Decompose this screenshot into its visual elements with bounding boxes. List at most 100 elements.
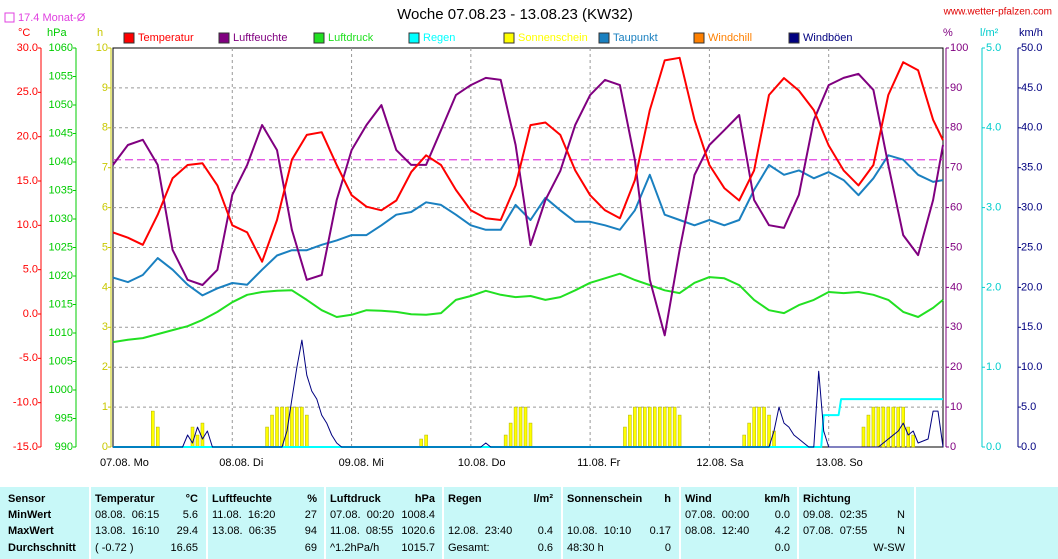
y-tick-label: 2 — [102, 361, 108, 373]
sunshine-bar — [742, 434, 746, 448]
table-cell: 0.0 — [775, 509, 790, 521]
legend-label: Regen — [423, 32, 455, 44]
table-cell: 48:30 h — [567, 542, 604, 554]
legend-label: Sonnenschein — [518, 32, 588, 44]
y-tick-label: 30.0 — [1021, 202, 1042, 214]
table-cell: Durchschnitt — [8, 542, 76, 554]
table-cell: Luftfeuchte — [212, 493, 272, 505]
y-tick-label: 80 — [950, 122, 962, 134]
axis-unit: % — [943, 27, 953, 39]
sunshine-bar — [896, 406, 901, 448]
table-cell: 07.08. 00:20 — [330, 509, 394, 521]
table-cell: 08.08. 12:40 — [685, 525, 749, 537]
y-tick-label: 1005 — [49, 355, 73, 367]
table-cell: Sonnenschein — [567, 493, 642, 505]
sunshine-bar — [151, 410, 155, 448]
sunshine-bar — [155, 426, 160, 448]
table-cell: 11.08. 16:20 — [212, 509, 275, 521]
table-cell: Luftdruck — [330, 493, 382, 505]
sunshine-bar — [876, 406, 881, 448]
legend-swatch — [313, 32, 325, 44]
table-cell: 07.08. 07:55 — [803, 525, 867, 537]
table-cell: 94 — [305, 525, 317, 537]
sunshine-bar — [648, 406, 652, 448]
x-tick-label: 07.08. Mo — [100, 457, 149, 469]
x-tick-label: 11.08. Fr — [577, 457, 621, 469]
y-tick-label: 6 — [102, 202, 108, 214]
sunshine-bar — [290, 406, 294, 448]
table-cell: 0.0 — [775, 542, 790, 554]
table-cell: 1020.6 — [401, 525, 435, 537]
sunshine-bar — [190, 426, 195, 448]
legend-label: Luftfeuchte — [233, 32, 287, 44]
sunshine-bar — [265, 426, 269, 448]
legend-swatch — [123, 32, 135, 44]
axis-unit: l/m² — [980, 27, 999, 39]
sunshine-bar — [891, 406, 896, 448]
y-tick-label: 1060 — [49, 42, 73, 54]
y-tick-label: 8 — [102, 122, 108, 134]
axis-unit: hPa — [47, 27, 67, 39]
y-tick-label: 25.0 — [17, 86, 38, 98]
y-tick-label: 50.0 — [1021, 42, 1042, 54]
table-cell: Temperatur — [95, 493, 155, 505]
sunshine-bar — [657, 406, 662, 448]
y-tick-label: 1015 — [49, 298, 73, 310]
y-tick-label: 40 — [950, 281, 962, 293]
y-tick-label: 20 — [950, 361, 962, 373]
y-tick-label: 4 — [102, 281, 108, 293]
y-tick-label: 45.0 — [1021, 82, 1042, 94]
table-cell: Wind — [685, 493, 712, 505]
sunshine-bar — [628, 414, 632, 448]
sunshine-bar — [886, 406, 891, 448]
sunshine-bar — [270, 414, 274, 448]
legend-label: Windböen — [803, 32, 853, 44]
y-tick-label: 1050 — [49, 99, 73, 111]
y-tick-label: 90 — [950, 82, 962, 94]
y-tick-label: 5.0 — [986, 42, 1001, 54]
y-tick-label: 100 — [950, 42, 968, 54]
y-tick-label: 30.0 — [17, 42, 38, 54]
sunshine-bar — [752, 406, 756, 448]
table-cell: 11.08. 08:55 — [330, 525, 393, 537]
sunshine-bar — [906, 426, 910, 448]
table-cell: °C — [186, 493, 198, 505]
y-tick-label: 3.0 — [986, 202, 1001, 214]
table-cell: 4.2 — [775, 525, 790, 537]
y-tick-label: 4.0 — [986, 122, 1001, 134]
sunshine-bar — [503, 434, 508, 448]
sunshine-bar — [643, 406, 647, 448]
y-tick-label: 10 — [96, 42, 108, 54]
y-tick-label: 3 — [102, 321, 108, 333]
legend-label: Taupunkt — [613, 32, 658, 44]
sunshine-bar — [424, 434, 428, 448]
sunshine-bar — [667, 406, 672, 448]
y-tick-label: 0 — [102, 441, 108, 453]
sunshine-bar — [871, 406, 876, 448]
sunshine-bar — [677, 414, 682, 448]
y-tick-label: 1010 — [49, 327, 73, 339]
table-cell: km/h — [764, 493, 790, 505]
sunshine-bar — [523, 406, 528, 448]
y-tick-label: 1040 — [49, 156, 73, 168]
sunshine-bar — [200, 422, 205, 448]
y-tick-label: 0.0 — [23, 308, 38, 320]
x-tick-label: 08.08. Di — [219, 457, 263, 469]
y-tick-label: 9 — [102, 82, 108, 94]
table-cell: 1015.7 — [401, 542, 435, 554]
sunshine-bar — [866, 414, 871, 448]
series-line — [112, 272, 944, 344]
sunshine-bar — [275, 406, 279, 448]
table-cell: 13.08. 16:10 — [95, 525, 159, 537]
axis-unit: h — [97, 27, 103, 39]
sunshine-bar — [508, 422, 513, 448]
legend-swatch — [598, 32, 610, 44]
sunshine-bar — [300, 406, 304, 448]
table-cell: Regen — [448, 493, 482, 505]
table-cell: Sensor — [8, 493, 46, 505]
legend-label: Temperatur — [138, 32, 194, 44]
table-cell: 5.6 — [183, 509, 198, 521]
y-tick-label: 1 — [102, 401, 108, 413]
table-cell: 07.08. 00:00 — [685, 509, 749, 521]
